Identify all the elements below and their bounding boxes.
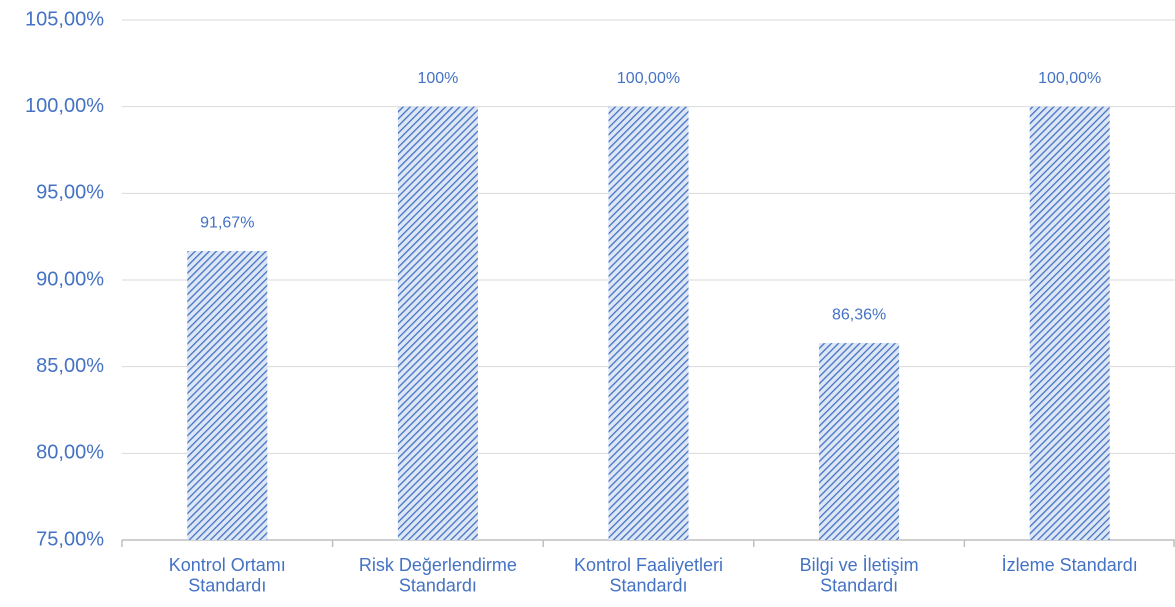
bar [608, 106, 689, 541]
data-label: 100% [417, 70, 458, 87]
y-tick-label: 95,00% [36, 182, 104, 204]
bar [1029, 106, 1110, 541]
data-label: 100,00% [617, 70, 680, 87]
y-tick-label: 105,00% [25, 8, 104, 30]
data-label: 91,67% [200, 214, 254, 231]
x-tick-label: Kontrol Faaliyetleri Standardı [574, 555, 723, 596]
y-tick-label: 85,00% [36, 355, 104, 377]
data-label: 86,36% [832, 306, 886, 323]
x-tick-label: Kontrol Ortamı Standardı [169, 555, 286, 596]
bar [397, 106, 478, 541]
y-tick-label: 100,00% [25, 95, 104, 117]
y-tick-label: 80,00% [36, 442, 104, 464]
x-tick-label: Bilgi ve İletişim Standardı [800, 555, 919, 596]
data-label: 100,00% [1038, 70, 1101, 87]
y-tick-label: 75,00% [36, 528, 104, 550]
x-tick-label: İzleme Standardı [1002, 555, 1138, 575]
bar [819, 343, 900, 540]
bar [187, 251, 268, 540]
y-tick-label: 90,00% [36, 268, 104, 290]
x-tick-label: Risk Değerlendirme Standardı [359, 555, 517, 596]
